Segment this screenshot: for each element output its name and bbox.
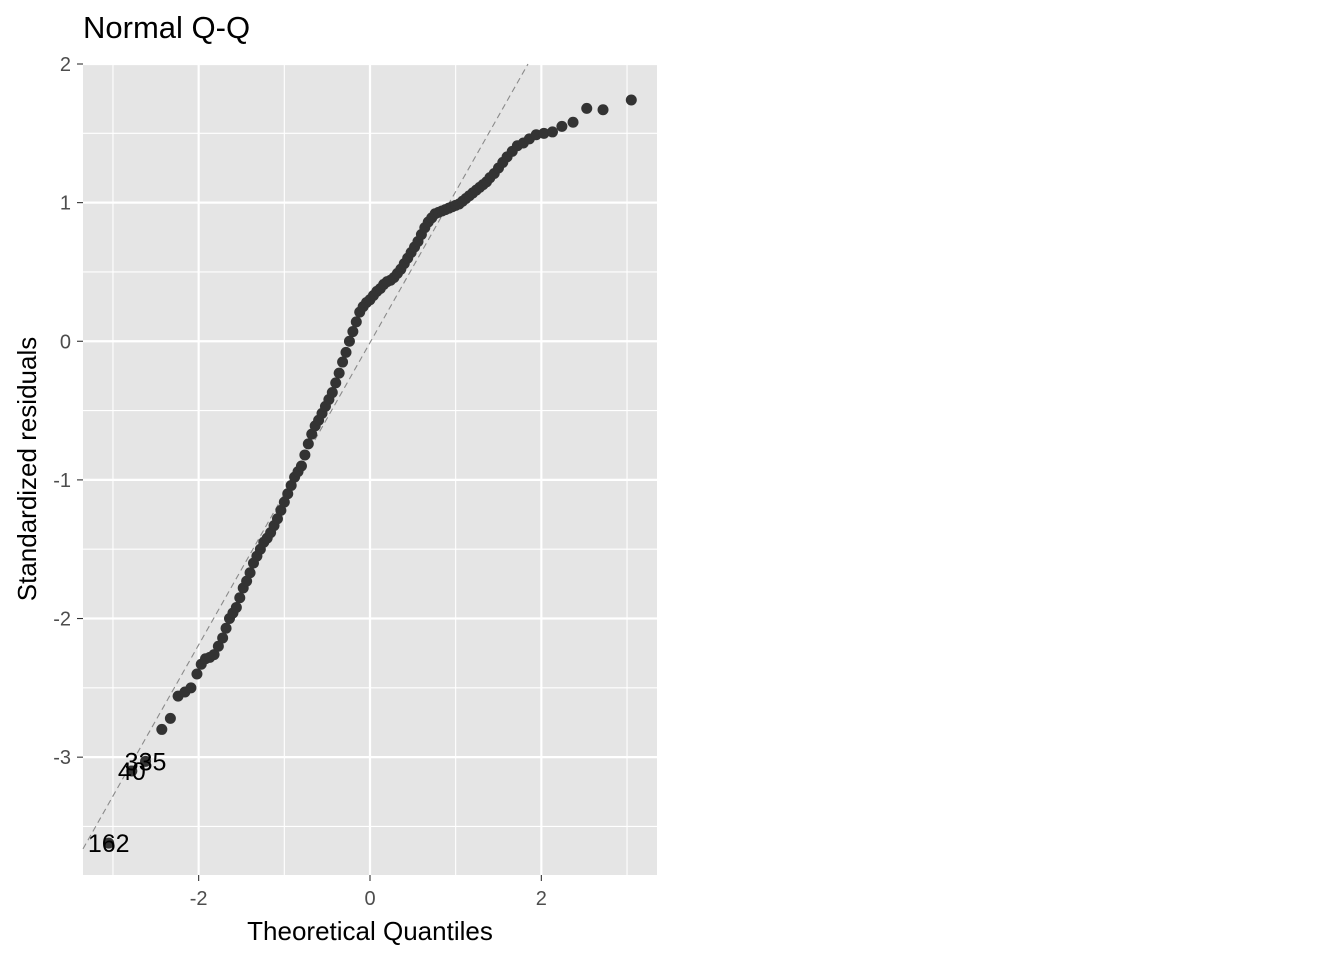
x-tick-label: -2 (190, 888, 208, 910)
data-point (326, 387, 338, 399)
data-point (212, 640, 224, 652)
x-axis-label: Theoretical Quantiles (247, 916, 493, 946)
point-annotation: 162 (88, 830, 130, 858)
y-tick-label: -2 (53, 609, 71, 631)
data-point (217, 632, 229, 644)
data-point (278, 496, 290, 508)
data-point (103, 837, 115, 849)
data-point (271, 513, 283, 525)
y-tick-label: -1 (53, 470, 71, 492)
y-tick-label: 0 (60, 331, 71, 353)
data-point (333, 367, 345, 379)
data-point (126, 765, 138, 777)
data-point (140, 755, 152, 767)
data-point (234, 592, 246, 604)
data-point (538, 127, 550, 139)
data-point (156, 723, 168, 735)
data-points (103, 94, 637, 849)
data-point (299, 449, 311, 461)
data-point (282, 488, 294, 500)
data-point (302, 438, 314, 450)
data-point (625, 94, 637, 106)
y-tick-label: 1 (60, 193, 71, 215)
data-point (241, 575, 253, 587)
data-point (244, 567, 256, 579)
data-point (597, 104, 609, 116)
data-point (567, 116, 579, 128)
data-point (546, 126, 558, 138)
data-point (556, 120, 568, 132)
y-axis: -3 -2 -1 0 1 2 (53, 54, 83, 769)
data-point (191, 668, 203, 680)
x-axis: -2 0 2 (190, 875, 547, 910)
point-annotation: 40 (118, 758, 146, 786)
data-point (295, 460, 307, 472)
data-point (350, 316, 362, 328)
data-point (347, 326, 359, 338)
data-point (208, 649, 220, 661)
y-tick-label: 2 (60, 54, 71, 76)
y-axis-label: Standardized residuals (12, 337, 42, 602)
data-point (343, 335, 355, 347)
chart-title: Normal Q-Q (83, 10, 250, 45)
data-point (230, 601, 242, 613)
data-point (330, 377, 342, 389)
data-point (220, 622, 232, 634)
data-point (275, 504, 287, 516)
data-point (337, 356, 349, 368)
data-point (285, 479, 297, 491)
data-point (340, 346, 352, 358)
x-tick-label: 2 (536, 888, 547, 910)
data-point (185, 682, 197, 694)
major-gridlines (83, 62, 657, 875)
data-point (164, 712, 176, 724)
data-point (581, 102, 593, 114)
point-annotation: 335 (125, 748, 167, 776)
x-tick-label: 0 (364, 888, 375, 910)
data-point (306, 428, 318, 440)
y-tick-label: -3 (53, 747, 71, 769)
